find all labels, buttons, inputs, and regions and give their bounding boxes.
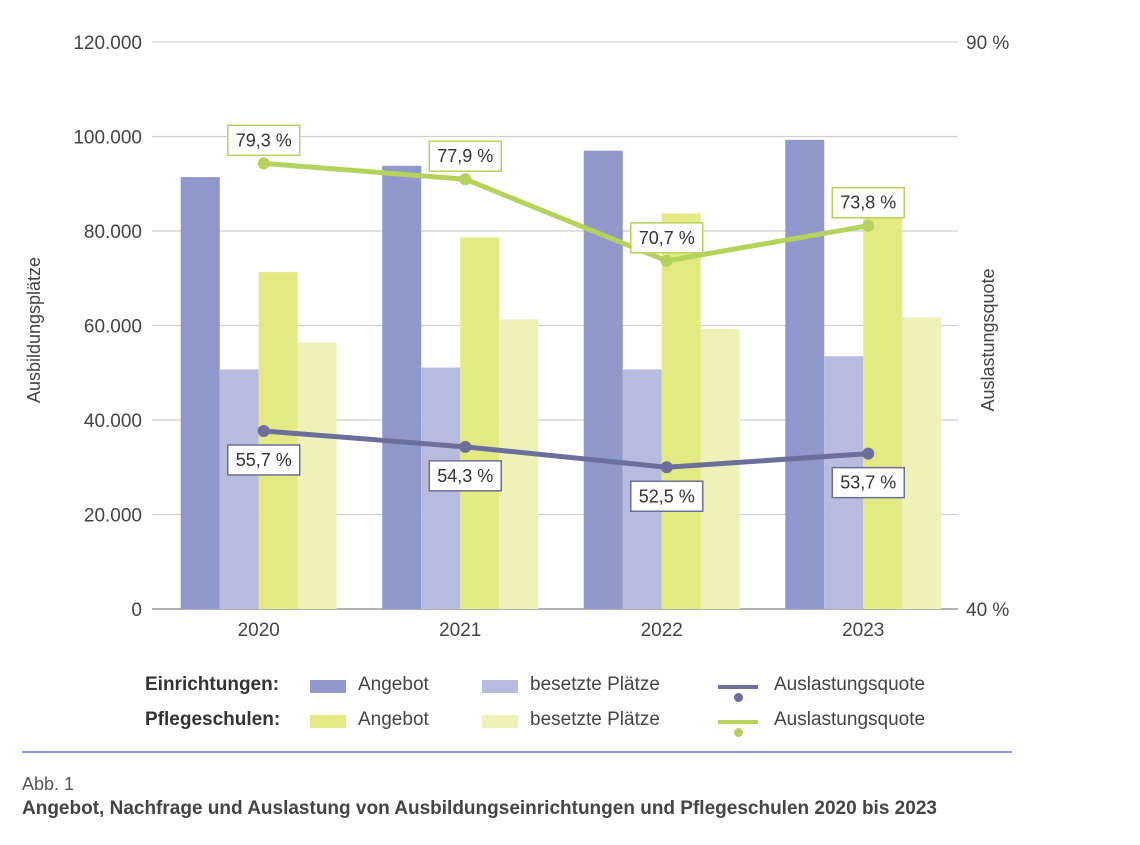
bar-2021-0 <box>382 165 422 610</box>
data-label: 73,8 % <box>840 193 896 213</box>
data-label: 77,9 % <box>437 146 493 166</box>
legend-item-label: besetzte Plätze <box>530 674 660 695</box>
legend-row-pflegeschulen: Pflegeschulen: Angebot besetzte Plätze A… <box>145 707 965 737</box>
data-label: 79,3 % <box>236 130 292 150</box>
y-right-axis-title: Auslastungsquote <box>978 268 998 411</box>
bar-2020-2 <box>258 272 298 609</box>
y-left-axis-title: Ausbildungsplätze <box>24 257 44 403</box>
bar-2022-2 <box>661 213 701 609</box>
line-point <box>459 440 472 453</box>
legend-group-label: Pflegeschulen: <box>145 709 281 730</box>
legend-item-label: Auslastungsquote <box>774 709 926 730</box>
series-line <box>261 160 871 264</box>
legend-item-label: Angebot <box>358 709 429 730</box>
legend-swatch <box>310 715 346 728</box>
x-tick-label: 2022 <box>641 620 683 641</box>
series-line <box>261 428 871 470</box>
bar-2023-0 <box>785 139 825 609</box>
y-right-tick-label: 40 % <box>966 600 1009 621</box>
bar-2021-3 <box>499 319 539 609</box>
bar-2020-3 <box>297 342 337 609</box>
data-label-box <box>227 444 301 476</box>
legend-dot <box>734 693 743 702</box>
data-label: 52,5 % <box>639 486 695 506</box>
legend-group-label: Einrichtungen: <box>145 674 280 695</box>
legend-item-label: Angebot <box>358 674 429 695</box>
bar-2023-3 <box>902 317 942 609</box>
legend-line-swatch <box>718 720 758 737</box>
bar-2021-2 <box>460 237 500 610</box>
y-left-tick-label: 40.000 <box>84 411 142 432</box>
legend-swatch <box>310 680 346 693</box>
bar-2022-0 <box>583 150 623 610</box>
bar-2023-2 <box>863 207 903 609</box>
figure-title: Angebot, Nachfrage und Auslastung von Au… <box>22 798 937 819</box>
x-tick-label: 2023 <box>842 620 884 641</box>
data-label: 55,7 % <box>236 450 292 470</box>
y-left-tick-label: 100.000 <box>73 128 142 149</box>
bar-2022-3 <box>700 328 740 609</box>
legend-item-label: Auslastungsquote <box>774 674 926 695</box>
line-point <box>459 173 472 186</box>
line-point <box>660 254 673 267</box>
lines: 79,3 % 77,9 % 70,7 % 73,8 % 55,7 % 54,3 % 52,5… <box>227 124 905 512</box>
caption-divider <box>22 751 1012 753</box>
x-tick-label: 2020 <box>238 620 280 641</box>
data-label: 54,3 % <box>437 466 493 486</box>
line-point <box>862 447 875 460</box>
bars <box>180 139 942 610</box>
line-point <box>257 157 270 170</box>
data-label-box <box>428 460 502 492</box>
legend-swatch <box>482 715 518 728</box>
y-left-tick-label: 60.000 <box>84 317 142 338</box>
y-left-tick-label: 120.000 <box>73 33 142 54</box>
data-label-box <box>630 222 704 254</box>
data-label-box <box>227 124 301 157</box>
legend-dot <box>734 728 743 737</box>
data-label-box <box>831 466 905 499</box>
y-right-tick-label: 90 % <box>966 33 1009 54</box>
data-label: 53,7 % <box>840 473 896 493</box>
legend-swatch <box>482 680 518 693</box>
y-left-tick-label: 0 <box>131 600 142 621</box>
legend-line-swatch <box>718 685 758 702</box>
y-left-tick-label: 20.000 <box>84 506 142 527</box>
line-point <box>660 461 673 474</box>
legend-row-einrichtungen: Einrichtungen: Angebot besetzte Plätze A… <box>145 672 965 702</box>
bar-2020-1 <box>219 369 259 609</box>
legend-item-label: besetzte Plätze <box>530 709 660 730</box>
data-label-box <box>630 480 704 512</box>
y-left-tick-label: 80.000 <box>84 222 142 243</box>
line-point <box>257 424 270 437</box>
data-label-box <box>831 186 905 219</box>
data-label: 70,7 % <box>639 228 695 248</box>
line-point <box>862 219 875 232</box>
data-label-box <box>428 140 502 172</box>
axis-ticks: 0 20.000 40.000 60.000 80.000 100.000 120.000 4… <box>73 33 1009 641</box>
bar-2020-0 <box>180 177 220 609</box>
figure-number: Abb. 1 <box>22 774 75 794</box>
x-tick-label: 2021 <box>439 620 481 641</box>
chart: 79,3 % 77,9 % 70,7 % 73,8 % 55,7 % 54,3 % 52,5… <box>24 33 1009 641</box>
